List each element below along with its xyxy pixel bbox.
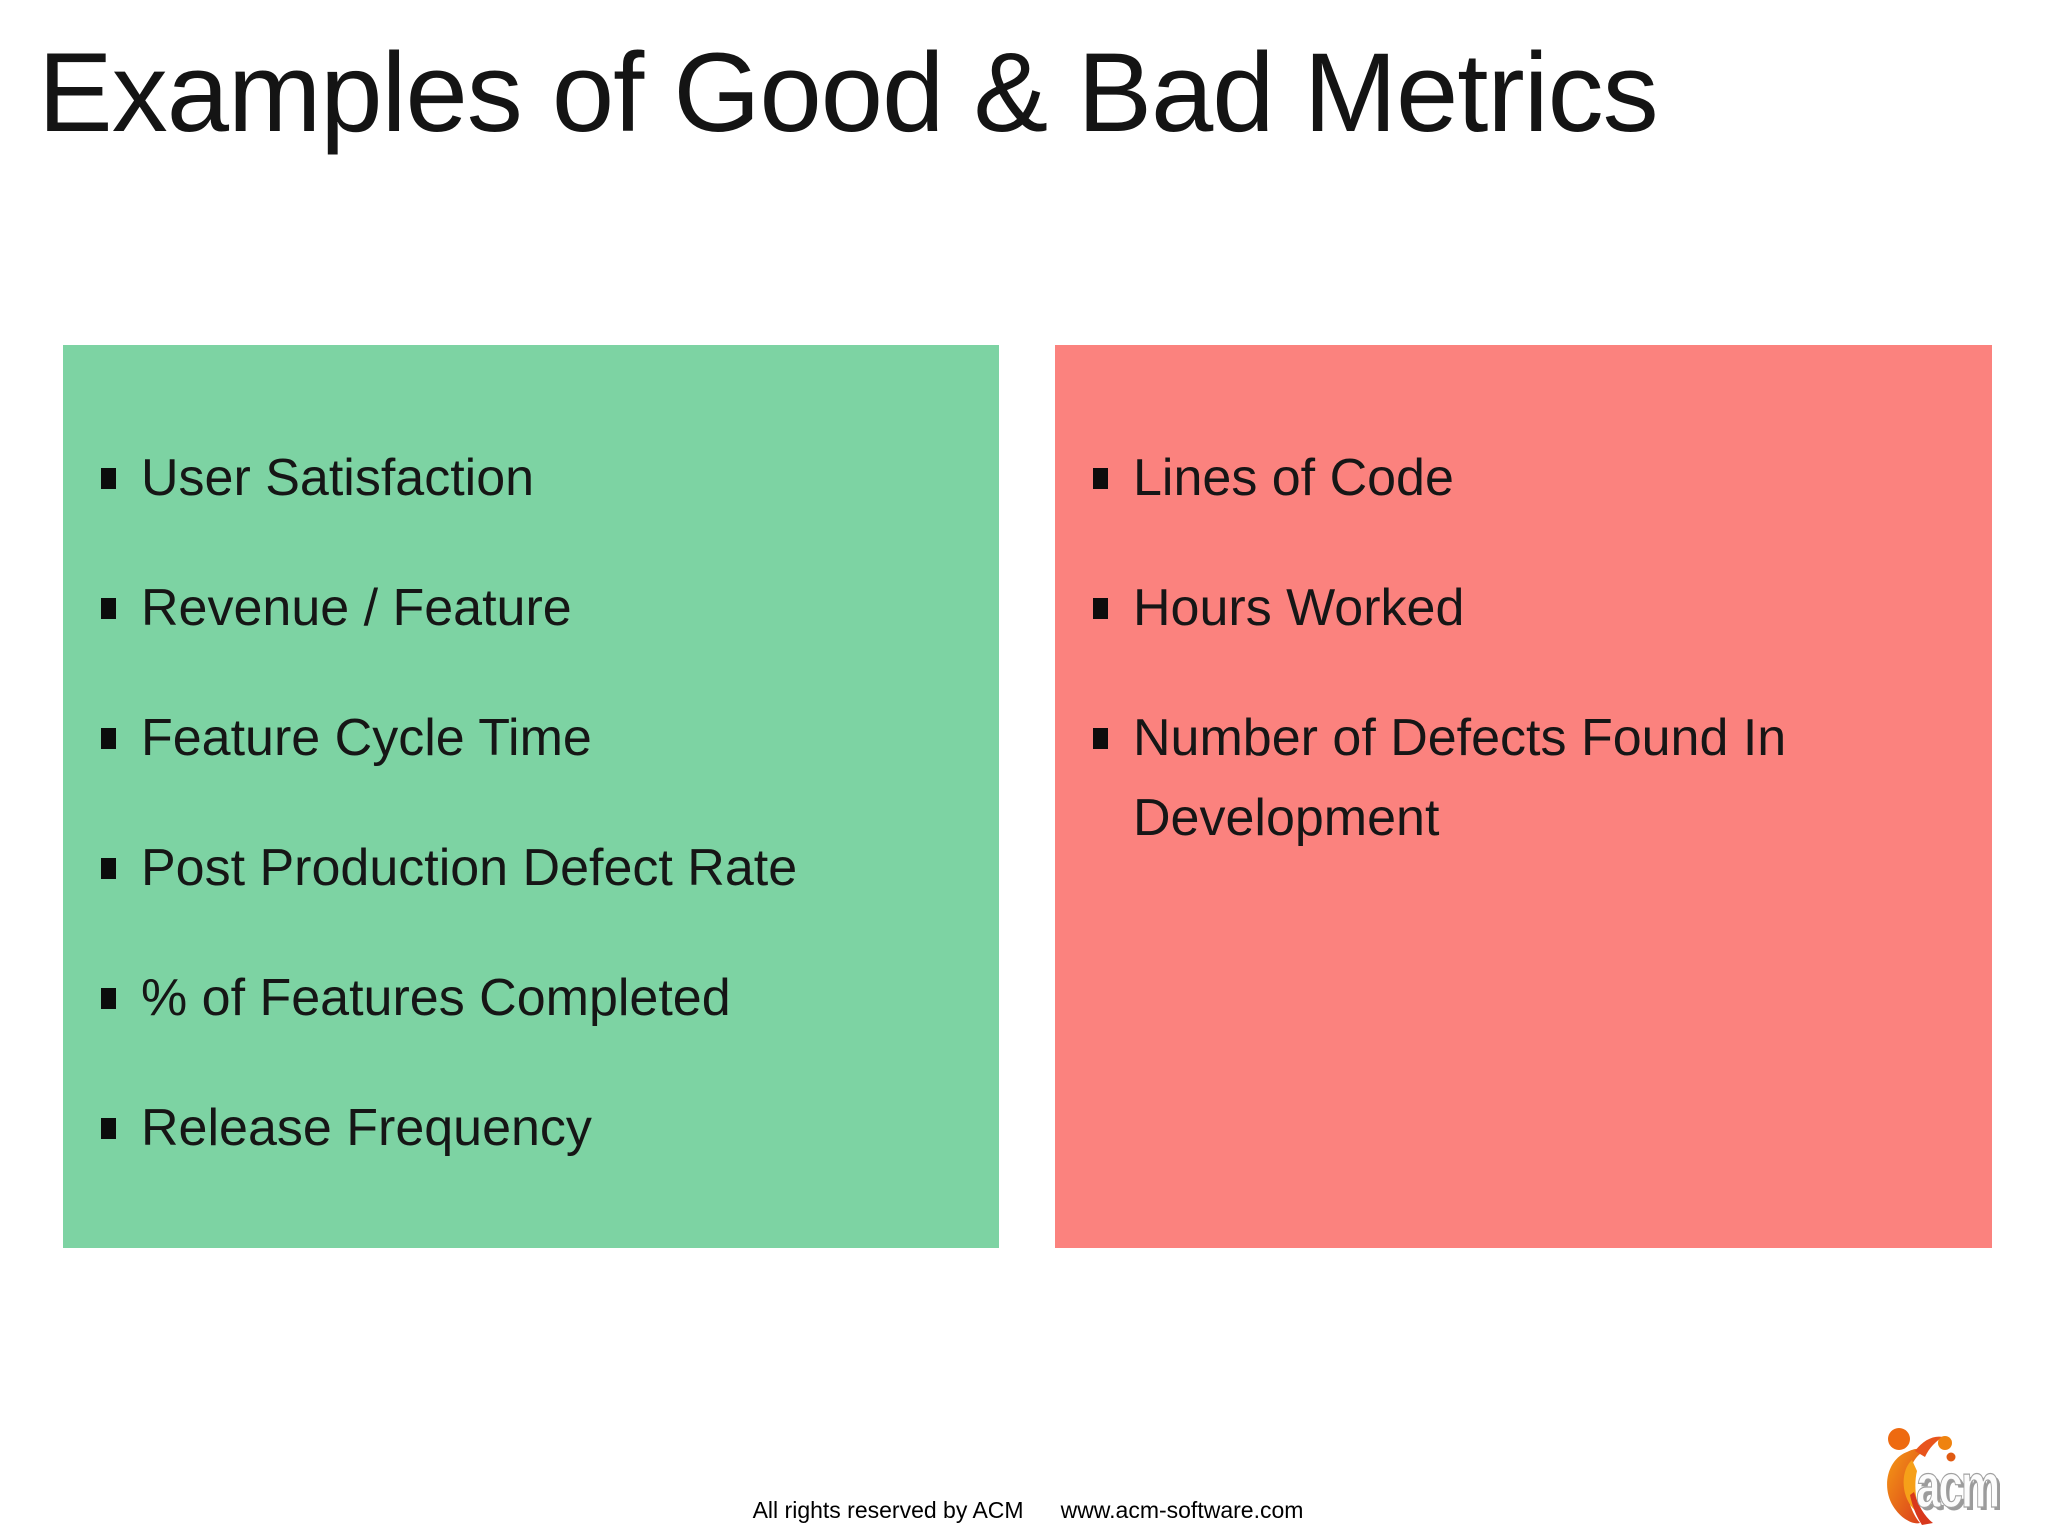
list-item-label: Hours Worked — [1133, 579, 1465, 637]
logo-figure-icon — [1887, 1428, 1956, 1525]
list-item-label: Feature Cycle Time — [141, 709, 592, 767]
list-item: % of Features Completed — [63, 958, 963, 1038]
bullet-square-icon — [101, 858, 116, 879]
list-item-label: Revenue / Feature — [141, 579, 572, 637]
good-metrics-list: User Satisfaction Revenue / Feature Feat… — [63, 345, 999, 1168]
logo-text: acm — [1916, 1452, 1998, 1521]
bad-metrics-list: Lines of Code Hours Worked Number of Def… — [1055, 345, 1992, 858]
bullet-square-icon — [101, 988, 116, 1009]
bullet-square-icon — [1093, 598, 1108, 619]
footer: All rights reserved by ACM www.acm-softw… — [8, 1497, 2048, 1524]
list-item-label: Lines of Code — [1133, 449, 1454, 507]
acm-logo: acm acm — [1887, 1428, 2000, 1525]
list-item: Lines of Code — [1055, 438, 1956, 518]
bullet-square-icon — [1093, 728, 1108, 749]
list-item-label: % of Features Completed — [141, 969, 731, 1027]
footer-rights-text: All rights reserved by ACM — [752, 1497, 1024, 1523]
list-item: Hours Worked — [1055, 568, 1956, 648]
list-item-label: User Satisfaction — [141, 449, 535, 507]
bullet-square-icon — [101, 1118, 116, 1139]
list-item-label: Release Frequency — [141, 1099, 592, 1157]
logo-text-shadow: acm — [1919, 1455, 2000, 1524]
bullet-square-icon — [101, 468, 116, 489]
list-item: Post Production Defect Rate — [63, 828, 963, 908]
list-item-label: Number of Defects Found In Development — [1133, 709, 1787, 847]
footer-website-text: www.acm-software.com — [1060, 1497, 1304, 1523]
list-item: Feature Cycle Time — [63, 698, 963, 778]
good-metrics-panel: User Satisfaction Revenue / Feature Feat… — [63, 345, 999, 1248]
slide-title: Examples of Good & Bad Metrics — [38, 30, 1659, 155]
list-item-label: Post Production Defect Rate — [141, 839, 798, 897]
list-item: Number of Defects Found In Development — [1055, 698, 1956, 858]
list-item: Revenue / Feature — [63, 568, 963, 648]
bullet-square-icon — [101, 598, 116, 619]
list-item: User Satisfaction — [63, 438, 963, 518]
bullet-square-icon — [101, 728, 116, 749]
bullet-square-icon — [1093, 468, 1108, 489]
list-item: Release Frequency — [63, 1088, 963, 1168]
bad-metrics-panel: Lines of Code Hours Worked Number of Def… — [1055, 345, 1992, 1248]
